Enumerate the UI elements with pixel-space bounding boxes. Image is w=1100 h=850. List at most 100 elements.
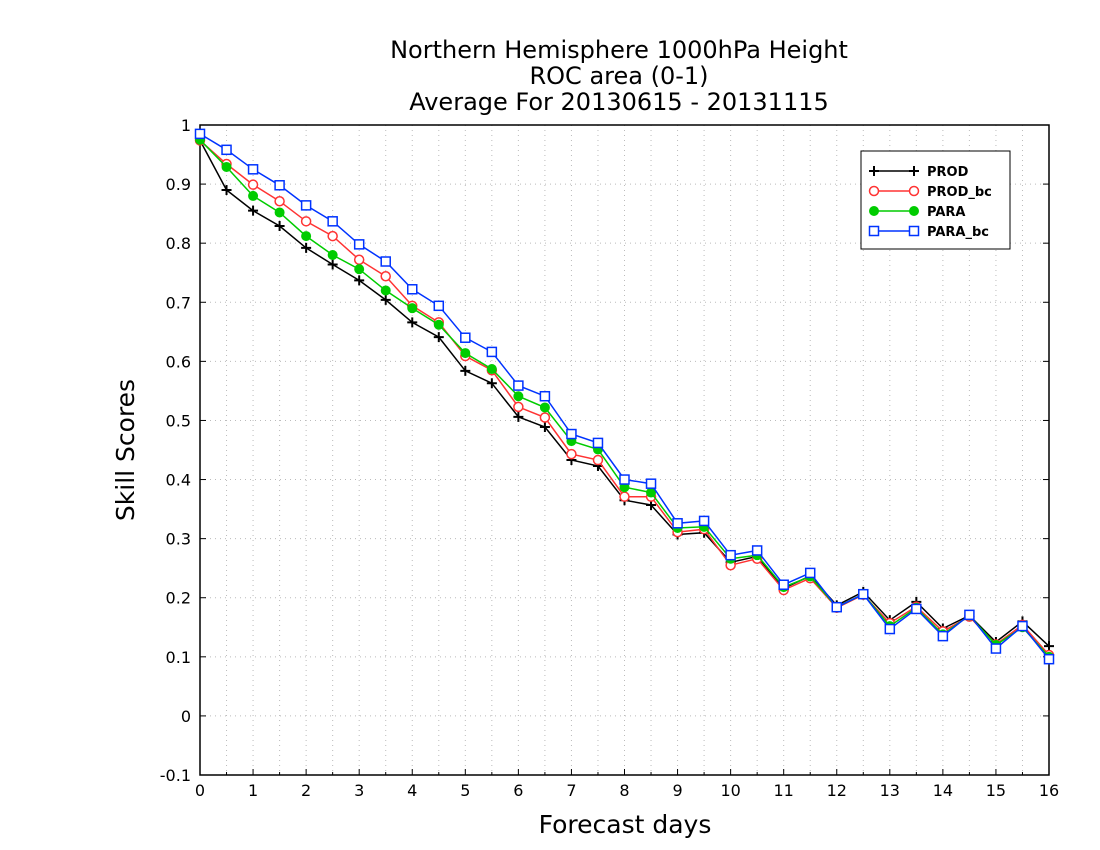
data-point-para bbox=[539, 402, 550, 413]
data-point-para-bc bbox=[698, 515, 710, 527]
x-tick-label: 1 bbox=[248, 781, 258, 800]
data-point-para bbox=[301, 231, 312, 242]
data-point-prod bbox=[301, 242, 312, 253]
data-point-para-bc bbox=[327, 216, 338, 227]
data-point-para-bc bbox=[407, 284, 418, 295]
x-tick-label: 13 bbox=[880, 781, 900, 800]
x-tick-label: 2 bbox=[301, 781, 311, 800]
x-tick-label: 11 bbox=[774, 781, 794, 800]
data-point-para-bc bbox=[513, 380, 524, 391]
data-point-para-bc bbox=[725, 549, 736, 561]
data-point-prod bbox=[380, 294, 391, 305]
legend-marker bbox=[909, 166, 919, 176]
data-point-para-bc bbox=[751, 545, 763, 556]
data-point-para bbox=[221, 161, 232, 172]
data-point-prod-bc bbox=[592, 454, 604, 466]
data-point-prod bbox=[539, 421, 550, 432]
data-point-para-bc bbox=[990, 643, 1002, 654]
legend-item-para: PARA bbox=[869, 205, 965, 220]
data-point-prod-bc bbox=[353, 254, 365, 265]
data-point-prod bbox=[513, 411, 524, 422]
data-point-para-bc bbox=[619, 474, 630, 485]
y-axis-title: Skill Scores bbox=[111, 379, 140, 521]
data-point-para bbox=[486, 364, 497, 375]
y-tick-label: -0.1 bbox=[160, 766, 191, 785]
y-tick-label: 0.4 bbox=[166, 471, 191, 490]
data-point-para-bc bbox=[433, 300, 445, 312]
legend-label: PARA bbox=[927, 205, 965, 220]
legend-item-prod-bc: PROD_bc bbox=[868, 185, 992, 200]
x-tick-label: 7 bbox=[566, 781, 576, 800]
data-point-para-bc bbox=[1017, 620, 1028, 632]
series-layer bbox=[194, 128, 1055, 665]
legend-marker bbox=[869, 166, 879, 176]
y-tick-label: 0.2 bbox=[166, 589, 191, 608]
data-point-para-bc bbox=[964, 609, 975, 621]
data-point-prod bbox=[221, 185, 232, 195]
x-tick-label: 15 bbox=[986, 781, 1006, 800]
data-point-para-bc bbox=[221, 144, 232, 156]
data-point-para-bc bbox=[1043, 653, 1055, 665]
data-point-para bbox=[354, 264, 365, 275]
x-tick-label: 16 bbox=[1039, 781, 1059, 800]
chart-title-line-2: ROC area (0-1) bbox=[529, 62, 708, 90]
data-point-para bbox=[248, 190, 259, 201]
legend-item-para-bc: PARA_bc bbox=[868, 225, 989, 240]
data-point-para-bc bbox=[645, 478, 657, 489]
legend-label: PROD bbox=[927, 165, 969, 180]
x-tick-label: 14 bbox=[933, 781, 953, 800]
chart-title-line-3: Average For 20130615 - 20131115 bbox=[409, 88, 829, 116]
data-point-prod-bc bbox=[247, 179, 259, 190]
y-tick-label: 0.5 bbox=[166, 411, 191, 430]
y-tick-label: 0.9 bbox=[166, 175, 191, 194]
x-tick-label: 6 bbox=[513, 781, 523, 800]
data-point-prod-bc bbox=[619, 491, 630, 502]
tick-layer: 0 1 2 3 4 5 6 7 8 9 10 11 12 13 14 15 16-0.100.10.20.30.… bbox=[160, 116, 1059, 800]
data-point-para-bc bbox=[274, 180, 285, 191]
data-point-para-bc bbox=[804, 567, 816, 579]
data-point-para-bc bbox=[539, 390, 551, 402]
data-point-para-bc bbox=[194, 128, 206, 140]
legend-label: PROD_bc bbox=[927, 185, 992, 200]
legend-marker bbox=[868, 225, 880, 237]
data-point-prod bbox=[460, 365, 471, 376]
data-point-para-bc bbox=[884, 623, 896, 635]
data-point-para-bc bbox=[858, 588, 869, 600]
x-tick-label: 0 bbox=[195, 781, 205, 800]
data-point-para bbox=[513, 391, 524, 402]
legend-marker bbox=[868, 185, 880, 197]
data-point-para bbox=[327, 250, 338, 260]
data-point-para-bc bbox=[300, 200, 312, 211]
legend-label: PARA_bc bbox=[927, 225, 989, 240]
y-tick-label: 1 bbox=[181, 116, 191, 135]
legend-marker bbox=[909, 206, 919, 216]
data-point-para-bc bbox=[937, 630, 949, 642]
x-tick-label: 3 bbox=[354, 781, 364, 800]
y-tick-label: 0.7 bbox=[166, 293, 191, 312]
data-point-prod-bc bbox=[300, 216, 312, 227]
y-tick-label: 0.8 bbox=[166, 234, 191, 253]
x-tick-label: 10 bbox=[720, 781, 740, 800]
data-point-para-bc bbox=[566, 428, 577, 440]
data-point-para-bc bbox=[353, 239, 365, 250]
data-point-para-bc bbox=[778, 579, 789, 590]
legend: PROD PROD_bc PARA PARA_bc bbox=[860, 150, 1011, 250]
data-point-prod-bc bbox=[566, 448, 577, 460]
legend-marker bbox=[908, 225, 920, 237]
x-tick-label: 5 bbox=[460, 781, 470, 800]
data-point-para-bc bbox=[247, 164, 259, 175]
data-point-prod-bc bbox=[327, 230, 338, 242]
y-tick-label: 0.1 bbox=[166, 648, 191, 667]
data-point-prod-bc bbox=[513, 401, 524, 413]
data-point-prod-bc bbox=[539, 412, 551, 423]
data-point-para-bc bbox=[911, 603, 922, 615]
data-point-prod-bc bbox=[274, 195, 285, 207]
chart-title-line-1: Northern Hemisphere 1000hPa Height bbox=[390, 36, 848, 64]
data-point-prod bbox=[274, 221, 285, 232]
legend-marker bbox=[869, 206, 879, 216]
data-point-para-bc bbox=[831, 601, 842, 613]
data-point-para-bc bbox=[592, 437, 604, 449]
data-point-prod bbox=[486, 378, 497, 389]
data-point-prod bbox=[1044, 641, 1054, 652]
